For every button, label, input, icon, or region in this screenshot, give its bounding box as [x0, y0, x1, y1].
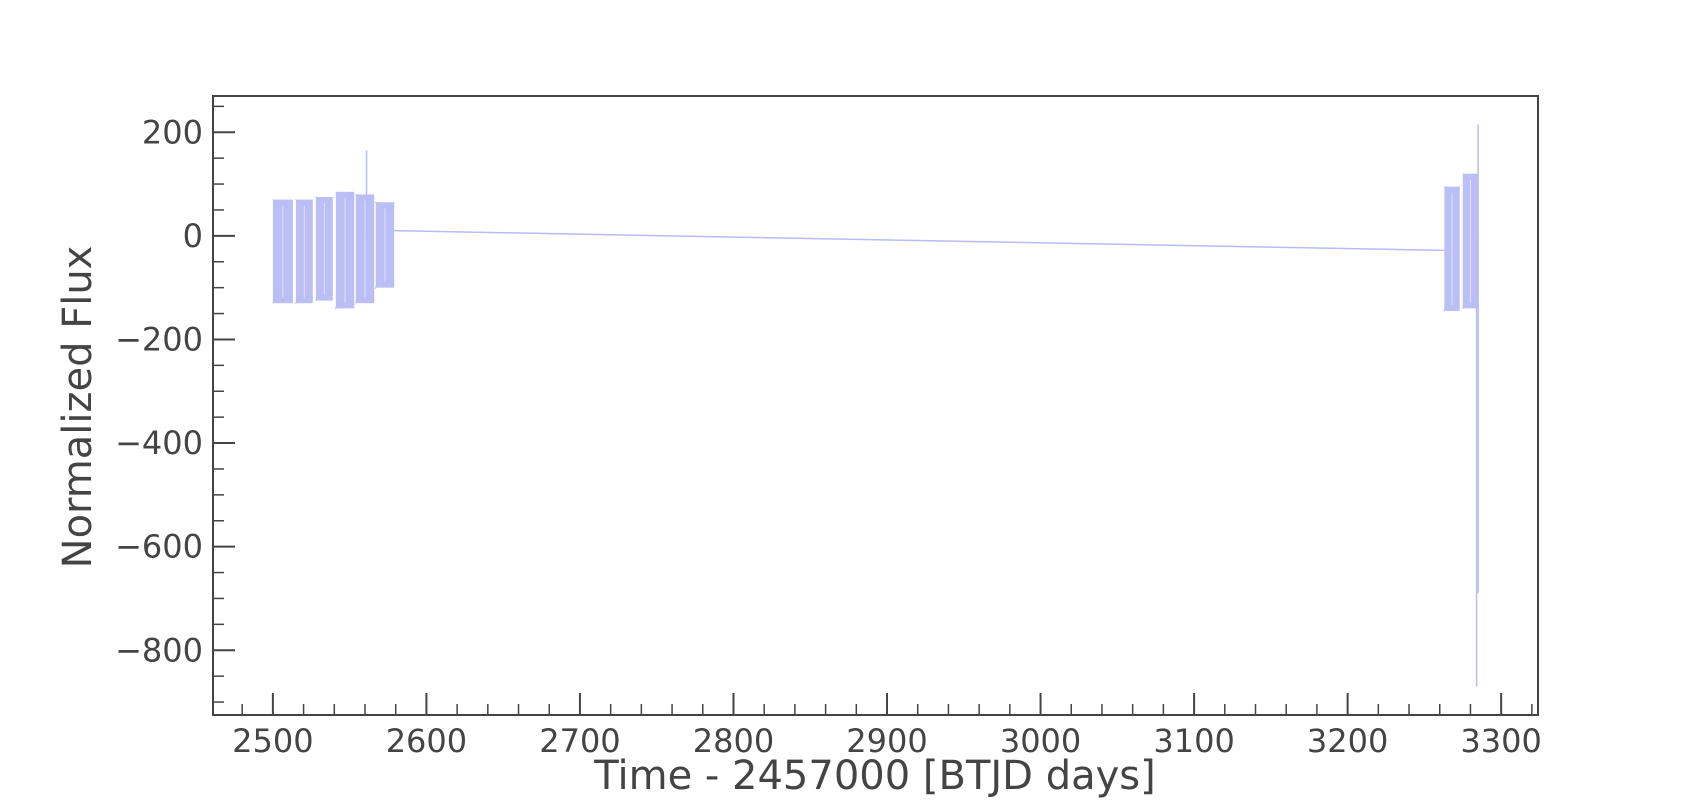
- flux-segment-edge: [1443, 186, 1461, 197]
- flux-segment-edge: [272, 199, 294, 210]
- x-tick-label: 2500: [232, 722, 313, 760]
- flux-segment-edge: [355, 293, 375, 304]
- flux-segment-edge: [1443, 300, 1461, 313]
- plot-frame: [212, 95, 1539, 716]
- x-tick-label: 3100: [1153, 722, 1234, 760]
- flux-segment-edge: [295, 293, 314, 305]
- flux-segment-edge: [334, 298, 355, 310]
- x-tick-label: 3000: [1000, 722, 1081, 760]
- flux-segment-edge: [374, 277, 395, 290]
- y-tick-label: −200: [115, 320, 203, 358]
- flux-segment-edge: [355, 193, 375, 205]
- flux-segment-edge: [294, 199, 314, 210]
- x-tick-label: 2800: [693, 722, 774, 760]
- x-tick-label: 2700: [539, 722, 620, 760]
- y-tick-label: 200: [142, 113, 203, 151]
- x-axis: 2500 2600 2700 2800 2900 3000 3100 3200 3300: [232, 693, 1542, 760]
- flux-segment-edge: [315, 290, 334, 302]
- x-tick-label: 3300: [1460, 722, 1541, 760]
- y-axis: 200 0 −200 −400 −600 −800: [115, 105, 235, 703]
- flux-segment-edge: [1462, 173, 1479, 184]
- x-axis-label: Time - 2457000 [BTJD days]: [593, 753, 1155, 799]
- flux-segment-edge: [335, 191, 355, 202]
- x-tick-label: 3200: [1307, 722, 1388, 760]
- flux-segment-edge: [272, 293, 294, 304]
- flux-segment-edge: [315, 196, 334, 208]
- y-tick-label: −800: [115, 631, 203, 669]
- trend-line: [394, 229, 1445, 252]
- x-tick-label: 2900: [846, 722, 927, 760]
- flux-segment-edge: [1462, 298, 1479, 310]
- data-layer: [272, 124, 1479, 687]
- x-tick-label: 2600: [386, 722, 467, 760]
- y-tick-label: −400: [115, 424, 203, 462]
- y-tick-label: 0: [183, 217, 203, 255]
- flux-segment-edge: [374, 201, 395, 213]
- y-axis-label: Normalized Flux: [55, 246, 101, 569]
- y-tick-label: −600: [115, 528, 203, 566]
